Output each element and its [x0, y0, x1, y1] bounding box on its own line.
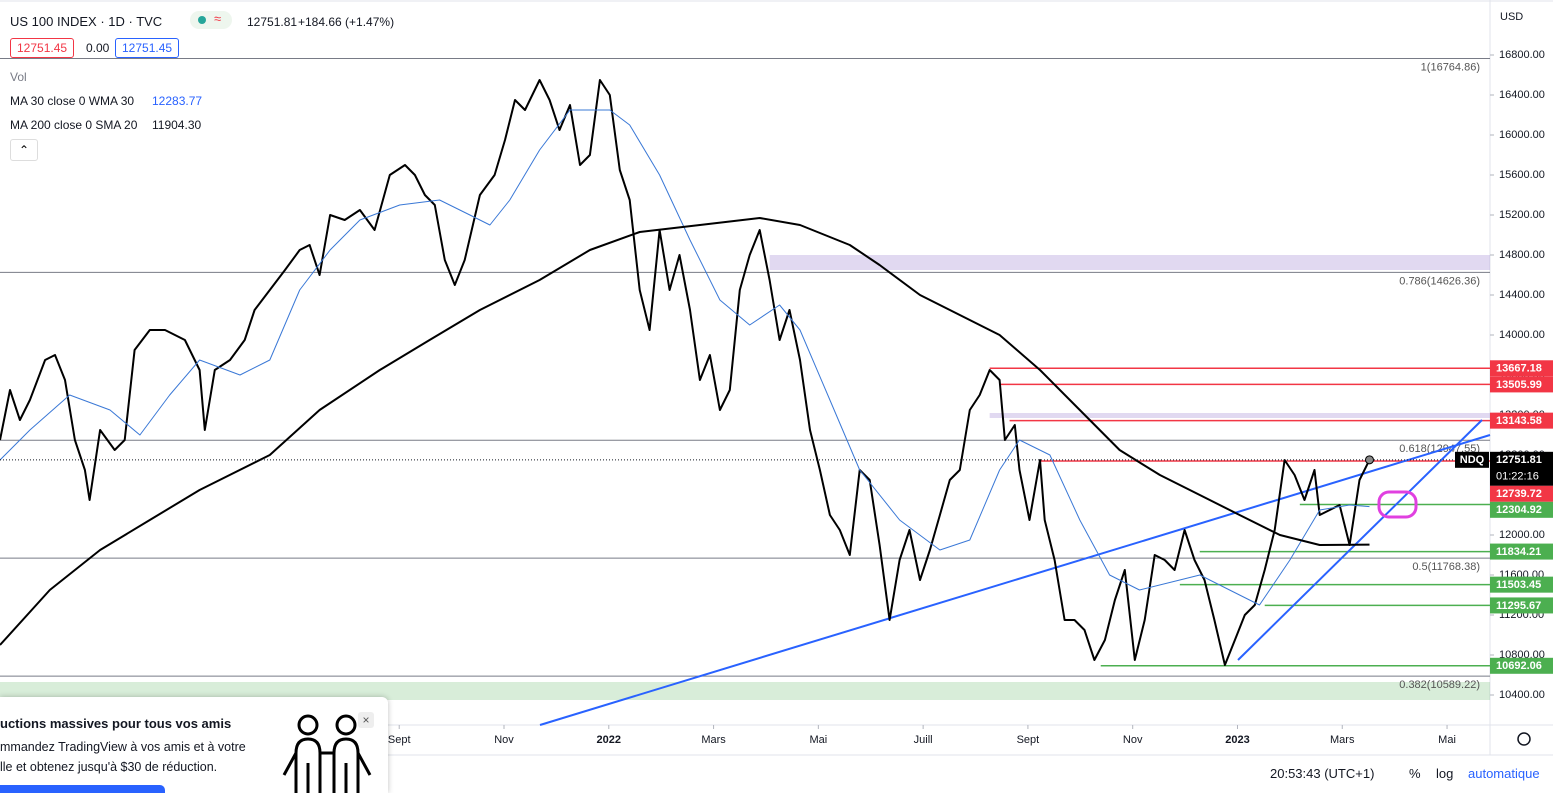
x-tick-label: Mai	[809, 734, 827, 746]
x-tick-label: Mars	[1330, 734, 1355, 746]
series-line	[0, 217, 1370, 646]
highlight-marker	[1377, 490, 1418, 519]
promo-popup: uctions massives pour tous vos amis mman…	[0, 697, 388, 793]
spread: 0.00	[86, 41, 110, 55]
price-tag-label: 11503.45	[1496, 579, 1541, 591]
y-tick-label: 14400.00	[1499, 289, 1545, 301]
y-tick-label: 14800.00	[1499, 249, 1545, 261]
price-tag	[1490, 597, 1553, 614]
promo-text: lle et obtenez jusqu'à $30 de réduction.	[0, 760, 218, 774]
price-tag	[1490, 376, 1553, 393]
y-tick-label: 16400.00	[1499, 89, 1545, 101]
price-tag-label: 12739.72	[1496, 488, 1542, 500]
x-tick-label: Nov	[1123, 734, 1143, 746]
y-tick-label: 16000.00	[1499, 129, 1545, 141]
trend-line	[1237, 419, 1483, 661]
price-tag-label: 11295.67	[1496, 600, 1541, 612]
change: +184.66 (+1.47%)	[298, 15, 395, 29]
legend-value: 12283.77	[152, 94, 203, 108]
auto-toggle[interactable]: automatique	[1468, 766, 1540, 781]
status-icon: ≈	[214, 11, 222, 26]
price-tag	[1490, 501, 1553, 518]
fib-label: 0.382(10589.22)	[1399, 679, 1480, 691]
price-tag-label: 10692.06	[1496, 660, 1542, 672]
y-tick-label: 15200.00	[1499, 209, 1545, 221]
x-tick-label: Nov	[494, 734, 514, 746]
x-tick-label: 2023	[1225, 734, 1249, 746]
price-tag-label: 12751.81	[1496, 454, 1542, 466]
fib-label: 0.786(14626.36)	[1399, 275, 1480, 287]
legend-name: MA 200 close 0 SMA 20	[10, 118, 138, 132]
price-tag-label: 13505.99	[1496, 379, 1542, 391]
last-price: 12751.81	[247, 15, 298, 29]
price-tag	[1490, 543, 1553, 560]
x-tick-label: Sept	[388, 734, 411, 746]
trend-line	[539, 434, 1491, 726]
x-tick-label: Sept	[1017, 734, 1040, 746]
settings-icon[interactable]	[1517, 732, 1531, 746]
y-tick-label: 15600.00	[1499, 169, 1545, 181]
price-tag-label: 13667.18	[1496, 363, 1542, 375]
y-tick-label: 10400.00	[1499, 689, 1545, 701]
collapse-button[interactable]: ⌃	[10, 139, 38, 161]
currency: USD	[1500, 11, 1523, 23]
status-badge[interactable]: ≈	[190, 11, 232, 29]
price-tag-label: 11834.21	[1496, 546, 1541, 558]
x-tick-label: Juill	[914, 734, 933, 746]
y-tick-label: 14000.00	[1499, 329, 1545, 341]
legend-value: 11904.30	[152, 118, 202, 132]
promo-button[interactable]	[0, 785, 165, 793]
price-tag	[1490, 576, 1553, 593]
series-line	[0, 79, 1371, 666]
percent-toggle[interactable]: %	[1409, 766, 1421, 781]
symbol-tag-label: NDQ	[1460, 454, 1485, 466]
symbol-tag	[1455, 451, 1489, 468]
promo-title: uctions massives pour tous vos amis	[0, 716, 232, 731]
price-tag-label: 12304.92	[1496, 504, 1542, 516]
x-tick-label: Mai	[1438, 734, 1456, 746]
price-tag	[1490, 360, 1553, 377]
last-point	[1365, 455, 1375, 465]
series-line	[0, 109, 1370, 606]
fib-label: 0.5(11768.38)	[1412, 561, 1480, 573]
zone	[0, 682, 1490, 700]
log-toggle[interactable]: log	[1436, 766, 1454, 781]
close-button[interactable]: ×	[358, 712, 374, 728]
buy-button[interactable]: 12751.45	[115, 38, 180, 58]
x-tick-label: 2022	[597, 734, 621, 746]
countdown: 01:22:16	[1496, 471, 1539, 483]
y-tick-label: 12000.00	[1499, 529, 1545, 541]
sell-button[interactable]: 12751.45	[10, 38, 75, 58]
fib-label: 1(16764.86)	[1421, 61, 1480, 73]
legend-name: MA 30 close 0 WMA 30	[10, 94, 135, 108]
price-tag	[1490, 485, 1553, 502]
volume-label: Vol	[10, 70, 27, 84]
zone	[989, 413, 1490, 418]
price-tag	[1490, 657, 1553, 674]
x-tick-label: Mars	[701, 734, 726, 746]
y-tick-label: 16800.00	[1499, 49, 1545, 61]
zone	[769, 255, 1490, 270]
promo-icon	[282, 714, 372, 793]
status-dot	[198, 16, 206, 24]
price-tag	[1490, 451, 1553, 486]
clock: 20:53:43 (UTC+1)	[1270, 766, 1375, 781]
price-tag	[1490, 412, 1553, 429]
price-tag-label: 13143.58	[1496, 415, 1542, 427]
promo-text: mmandez TradingView à vos amis et à votr…	[0, 740, 246, 754]
symbol: US 100 INDEX · 1D · TVC	[10, 14, 163, 29]
